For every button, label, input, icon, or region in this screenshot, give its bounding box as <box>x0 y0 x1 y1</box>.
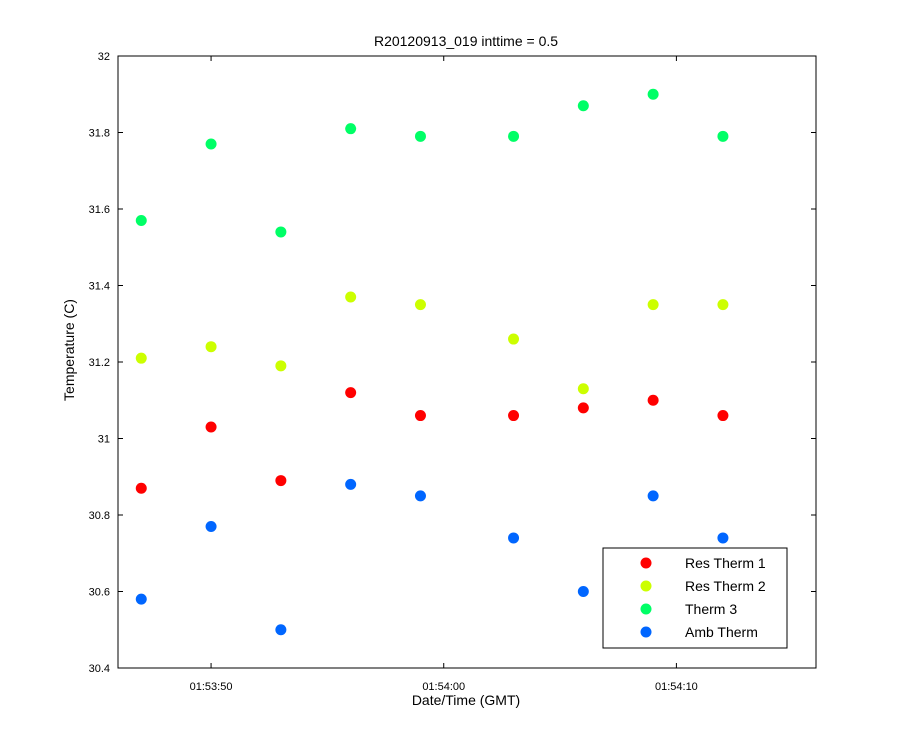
data-point-series-1 <box>275 475 287 487</box>
x-axis-label: Date/Time (GMT) <box>412 692 520 708</box>
data-point-series-1 <box>205 421 217 433</box>
legend-marker <box>640 557 652 569</box>
data-point-series-3 <box>345 123 357 135</box>
data-point-series-3 <box>717 130 729 142</box>
y-tick-label: 31.8 <box>89 128 110 140</box>
chart-title: R20120913_019 inttime = 0.5 <box>374 33 558 49</box>
y-tick-label: 31 <box>98 434 110 446</box>
x-tick-label: 01:54:00 <box>422 681 465 693</box>
legend-label: Amb Therm <box>685 624 758 640</box>
y-tick-label: 32 <box>98 51 110 63</box>
data-point-series-1 <box>717 410 729 422</box>
data-point-series-3 <box>647 88 659 100</box>
y-tick-label: 30.8 <box>89 510 110 522</box>
legend-marker <box>640 626 652 638</box>
data-point-series-2 <box>717 299 729 311</box>
legend-label: Res Therm 2 <box>685 578 766 594</box>
data-point-series-4 <box>275 624 287 636</box>
data-point-series-1 <box>647 394 659 406</box>
data-point-series-3 <box>135 214 147 226</box>
legend-label: Therm 3 <box>685 601 737 617</box>
data-point-series-4 <box>717 532 729 544</box>
data-point-series-4 <box>135 593 147 605</box>
legend-box <box>602 547 788 649</box>
y-tick-label: 30.4 <box>89 663 110 675</box>
data-point-series-3 <box>508 130 520 142</box>
y-axis: 30.4 30.6 30.8 31 31.2 31.4 31.6 31.8 32 <box>89 51 816 675</box>
data-point-series-3 <box>414 130 426 142</box>
data-point-series-1 <box>577 402 589 414</box>
data-point-series-4 <box>647 490 659 502</box>
data-point-series-4 <box>508 532 520 544</box>
data-point-series-2 <box>508 333 520 345</box>
data-point-series-4 <box>345 478 357 490</box>
data-point-series-4 <box>205 520 217 532</box>
data-points <box>135 88 729 636</box>
data-point-series-3 <box>275 226 287 238</box>
data-point-series-4 <box>577 586 589 597</box>
y-tick-label: 31.4 <box>89 281 110 293</box>
data-point-series-1 <box>508 410 520 422</box>
data-point-series-2 <box>577 383 589 395</box>
data-point-series-1 <box>135 482 147 494</box>
data-point-series-1 <box>345 387 357 399</box>
legend[interactable]: Res Therm 1 Res Therm 2 Therm 3 Amb Therm <box>602 547 788 649</box>
x-axis: 01:53:50 01:54:00 01:54:10 <box>190 56 698 693</box>
x-tick-label: 01:54:10 <box>655 681 698 693</box>
data-point-series-2 <box>205 341 217 353</box>
x-tick-label: 01:53:50 <box>190 681 233 693</box>
data-point-series-3 <box>577 100 589 112</box>
data-point-series-2 <box>135 352 147 364</box>
y-tick-label: 31.6 <box>89 204 110 216</box>
y-tick-label: 30.6 <box>89 587 110 599</box>
data-point-series-4 <box>414 490 426 502</box>
data-point-series-2 <box>414 299 426 311</box>
legend-marker <box>640 603 652 615</box>
legend-marker <box>640 580 652 592</box>
data-point-series-2 <box>275 360 287 372</box>
data-point-series-1 <box>414 410 426 422</box>
legend-label: Res Therm 1 <box>685 555 766 571</box>
data-point-series-2 <box>647 299 659 311</box>
y-tick-label: 31.2 <box>89 357 110 369</box>
y-axis-label: Temperature (C) <box>61 299 77 401</box>
data-point-series-3 <box>205 138 217 150</box>
data-point-series-2 <box>345 291 357 303</box>
